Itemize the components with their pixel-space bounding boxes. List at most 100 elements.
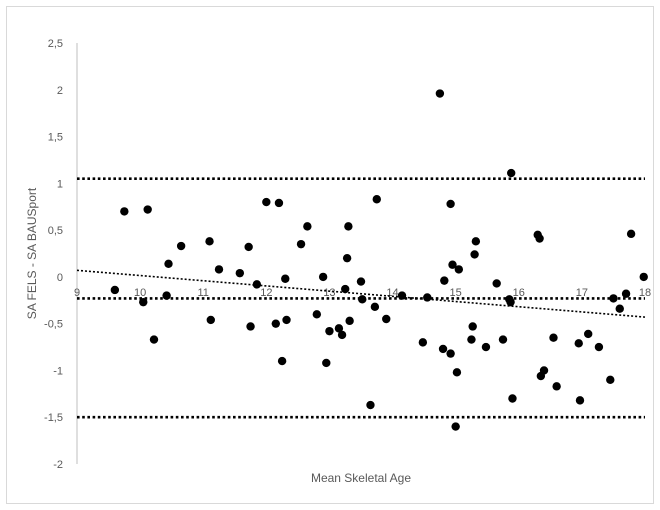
data-point: [470, 250, 479, 259]
data-point: [552, 382, 561, 391]
data-point: [277, 356, 287, 366]
data-point: [446, 199, 455, 209]
data-point: [609, 294, 618, 303]
data-point: [149, 335, 159, 344]
data-point: [448, 260, 457, 269]
data-point: [418, 338, 428, 347]
data-point: [575, 396, 585, 405]
x-tick-label: 17: [576, 287, 588, 299]
data-point: [235, 268, 245, 278]
data-point: [252, 280, 262, 289]
data-point: [322, 358, 331, 368]
data-point: [372, 195, 381, 204]
data-point: [621, 289, 631, 298]
data-point: [440, 276, 449, 285]
data-point: [366, 400, 375, 410]
data-point: [143, 205, 152, 214]
data-point: [549, 333, 558, 342]
x-tick-label: 12: [260, 287, 272, 299]
data-point: [615, 304, 624, 313]
x-tick-label: 13: [323, 287, 335, 299]
data-point: [370, 302, 380, 312]
y-tick-label: -1,5: [44, 412, 63, 424]
data-point: [492, 279, 501, 288]
data-point: [334, 324, 344, 333]
x-tick-label: 16: [513, 287, 525, 299]
data-point: [584, 329, 593, 339]
y-tick-label: 1,5: [48, 132, 63, 144]
data-point: [176, 241, 186, 251]
data-point: [341, 284, 350, 294]
data-point: [120, 207, 129, 216]
y-tick-label: 2: [57, 85, 63, 97]
data-point: [446, 349, 455, 358]
data-point: [639, 272, 648, 282]
data-point: [162, 291, 171, 300]
data-point: [606, 375, 615, 384]
data-point: [423, 293, 432, 302]
data-point: [467, 335, 476, 344]
y-tick-label: 0,5: [48, 225, 63, 237]
data-point: [382, 314, 391, 324]
data-point: [271, 319, 280, 328]
x-tick-label: 10: [134, 287, 146, 299]
x-axis-title: Mean Skeletal Age: [311, 471, 411, 485]
data-point: [507, 168, 516, 178]
data-point: [337, 330, 347, 340]
data-point: [303, 222, 312, 231]
y-tick-label: -2: [53, 459, 63, 471]
y-axis: 2,5 2 1,5 1 0,5 0 -0,5 -1 -1,5 -2: [44, 38, 78, 471]
data-point: [110, 285, 120, 295]
data-point: [325, 326, 334, 336]
trend-line: [76, 269, 646, 318]
data-point: [438, 344, 448, 354]
data-point: [451, 422, 460, 431]
data-point: [506, 297, 515, 307]
data-point: [312, 310, 322, 319]
y-tick-label: -0,5: [44, 319, 63, 331]
data-point: [539, 366, 549, 375]
data-point: [282, 315, 291, 325]
chart-frame: 2,5 2 1,5 1 0,5 0 -0,5 -1 -1,5 -2 9 10 11 12 13 14 15 16…: [6, 6, 654, 504]
data-point: [274, 198, 284, 208]
data-point: [164, 259, 173, 268]
data-point: [206, 315, 215, 325]
reference-lines: [76, 177, 646, 419]
data-point: [139, 297, 148, 307]
x-axis-ticks: 9 10 11 12 13 14 15 16 17 18: [74, 287, 651, 299]
data-point: [356, 277, 366, 286]
data-point: [452, 368, 462, 377]
data-point: [342, 253, 352, 263]
data-point: [358, 295, 367, 304]
data-point: [626, 229, 636, 239]
data-point: [344, 222, 353, 231]
data-point: [471, 237, 481, 246]
y-tick-label: 0: [57, 272, 63, 284]
data-point: [435, 89, 445, 98]
data-point: [508, 394, 517, 403]
data-point: [281, 274, 290, 283]
x-tick-label: 9: [74, 287, 80, 299]
data-point: [318, 272, 328, 282]
y-tick-label: -1: [53, 365, 63, 377]
data-point: [498, 335, 508, 344]
data-point: [246, 322, 255, 331]
data-point: [454, 265, 464, 274]
data-point: [574, 339, 583, 348]
data-points: [110, 89, 648, 431]
data-point: [244, 242, 253, 252]
data-point: [594, 342, 604, 352]
y-tick-label: 1: [57, 178, 63, 190]
data-point: [535, 234, 544, 243]
data-point: [397, 291, 407, 300]
x-tick-label: 15: [450, 287, 462, 299]
y-axis-title: SA FELS - SA BAUSport: [25, 187, 39, 319]
data-point: [481, 342, 491, 352]
data-point: [345, 316, 354, 326]
data-point: [205, 237, 214, 246]
x-tick-label: 11: [198, 287, 209, 299]
data-point: [468, 322, 477, 331]
y-tick-label: 2,5: [48, 38, 63, 50]
data-point: [262, 197, 271, 207]
data-point: [296, 239, 306, 249]
